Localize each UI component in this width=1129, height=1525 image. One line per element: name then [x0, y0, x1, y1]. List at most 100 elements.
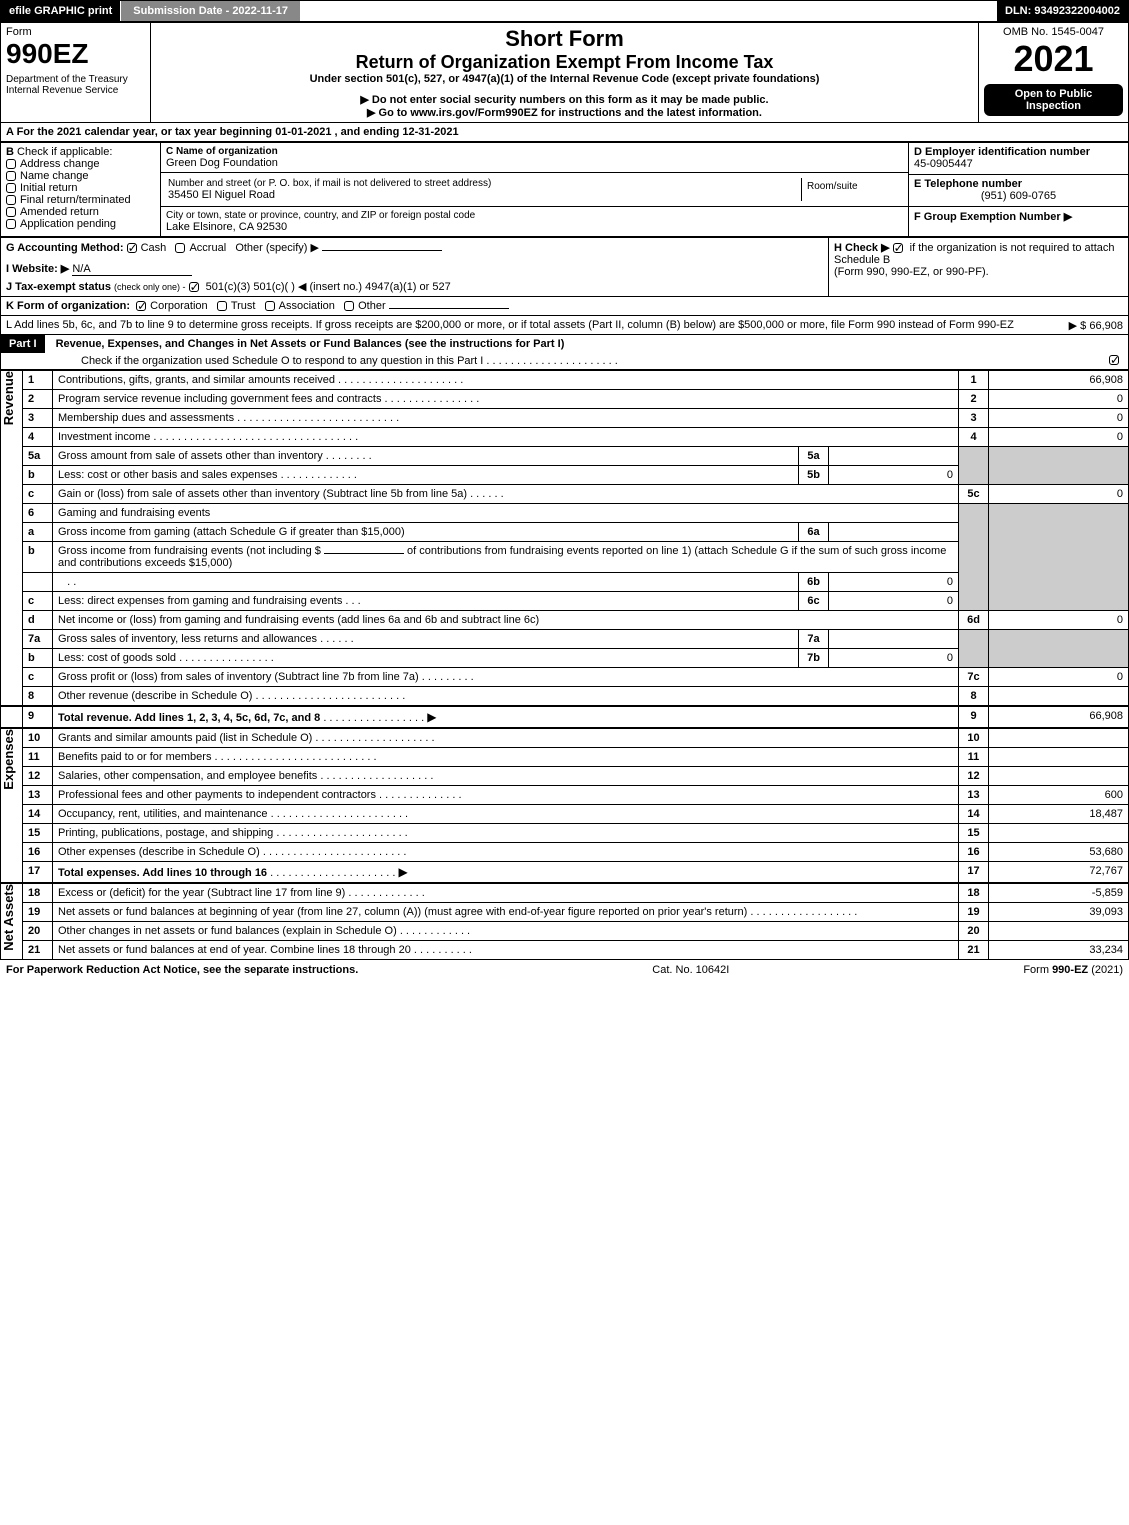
line-17-amt: 72,767 [989, 862, 1129, 884]
chk-application-pending[interactable]: Application pending [6, 218, 155, 230]
line-6c-sub: 6c [799, 592, 829, 611]
line-6c-subamt: 0 [829, 592, 959, 611]
city-label: City or town, state or province, country… [166, 210, 903, 221]
submission-date: Submission Date - 2022-11-17 [120, 1, 300, 21]
footer: For Paperwork Reduction Act Notice, see … [0, 960, 1129, 980]
part1-title: Revenue, Expenses, and Changes in Net As… [48, 338, 565, 350]
line-20-no: 20 [959, 922, 989, 941]
ein-value: 45-0905447 [914, 158, 1123, 170]
title-short-form: Short Form [156, 26, 973, 52]
chk-address-change[interactable]: Address change [6, 158, 155, 170]
line-6d-amt: 0 [989, 611, 1129, 630]
line-12-no: 12 [959, 767, 989, 786]
chk-other-org[interactable] [344, 301, 354, 311]
header-table: Form 990EZ Department of the Treasury In… [0, 22, 1129, 123]
line-11-desc: Benefits paid to or for members . . . . … [53, 748, 959, 767]
line-1-no: 1 [959, 371, 989, 390]
section-j-opts: 501(c)(3) 501(c)( ) ◀ (insert no.) 4947(… [206, 281, 451, 293]
line-16-desc: Other expenses (describe in Schedule O) … [53, 843, 959, 862]
chk-501c3[interactable] [189, 282, 199, 292]
section-h-label: H Check ▶ [834, 242, 890, 254]
dln-label: DLN: 93492322004002 [997, 1, 1128, 21]
topbar-spacer [300, 1, 997, 21]
section-k: K Form of organization: Corporation Trus… [0, 297, 1129, 316]
line-5b-desc: Less: cost or other basis and sales expe… [53, 466, 799, 485]
line-2-desc: Program service revenue including govern… [53, 390, 959, 409]
line-7a-desc: Gross sales of inventory, less returns a… [53, 630, 799, 649]
irs-label: Internal Revenue Service [6, 85, 145, 96]
line-21-desc: Net assets or fund balances at end of ye… [53, 941, 959, 960]
chk-accrual[interactable] [175, 243, 185, 253]
website-value: N/A [72, 263, 192, 276]
line-15-no: 15 [959, 824, 989, 843]
line-1-amt: 66,908 [989, 371, 1129, 390]
section-h-text2: (Form 990, 990-EZ, or 990-PF). [834, 266, 1123, 278]
line-6b-subamt: 0 [829, 573, 959, 592]
footer-right: Form 990-EZ (2021) [1023, 964, 1123, 976]
line-7b-desc: Less: cost of goods sold . . . . . . . .… [53, 649, 799, 668]
line-6a-desc: Gross income from gaming (attach Schedul… [53, 523, 799, 542]
line-5c-desc: Gain or (loss) from sale of assets other… [53, 485, 959, 504]
org-name: Green Dog Foundation [166, 157, 903, 169]
phone-value: (951) 609-0765 [914, 190, 1123, 202]
cash-label: Cash [141, 242, 167, 254]
line-21-amt: 33,234 [989, 941, 1129, 960]
line-17-no: 17 [959, 862, 989, 884]
chk-final-return[interactable]: Final return/terminated [6, 194, 155, 206]
line-18-amt: -5,859 [989, 883, 1129, 903]
line-13-amt: 600 [989, 786, 1129, 805]
sections-bcdef: B Check if applicable: Address change Na… [0, 142, 1129, 237]
line-7b-sub: 7b [799, 649, 829, 668]
line-8-no: 8 [959, 687, 989, 707]
line-6a-sub: 6a [799, 523, 829, 542]
line-10-no: 10 [959, 728, 989, 748]
line-11-no: 11 [959, 748, 989, 767]
chk-amended-return[interactable]: Amended return [6, 206, 155, 218]
line-16-no: 16 [959, 843, 989, 862]
line-13-no: 13 [959, 786, 989, 805]
line-5a-subamt [829, 447, 959, 466]
line-11-amt [989, 748, 1129, 767]
line-6-desc: Gaming and fundraising events [53, 504, 959, 523]
part1-dots: . . . . . . . . . . . . . . . . . . . . … [486, 355, 617, 367]
line-7a-subamt [829, 630, 959, 649]
line-6a-subamt [829, 523, 959, 542]
line-21-no: 21 [959, 941, 989, 960]
line-20-desc: Other changes in net assets or fund bala… [53, 922, 959, 941]
line-7b-subamt: 0 [829, 649, 959, 668]
section-i-label: I Website: ▶ [6, 263, 69, 275]
part1-header-row: Part I Revenue, Expenses, and Changes in… [0, 335, 1129, 370]
line-8-desc: Other revenue (describe in Schedule O) .… [53, 687, 959, 707]
chk-trust[interactable] [217, 301, 227, 311]
line-17-desc: Total expenses. Add lines 10 through 16 … [53, 862, 959, 884]
line-19-no: 19 [959, 903, 989, 922]
line-6d-no: 6d [959, 611, 989, 630]
line-10-amt [989, 728, 1129, 748]
title-return: Return of Organization Exempt From Incom… [156, 52, 973, 73]
line-10-desc: Grants and similar amounts paid (list in… [53, 728, 959, 748]
line-5c-no: 5c [959, 485, 989, 504]
chk-association[interactable] [265, 301, 275, 311]
line-5b-subamt: 0 [829, 466, 959, 485]
other-label: Other (specify) ▶ [235, 242, 319, 254]
line-15-desc: Printing, publications, postage, and shi… [53, 824, 959, 843]
chk-schedule-o[interactable] [1109, 355, 1119, 365]
chk-schedule-b[interactable] [893, 243, 903, 253]
section-l: L Add lines 5b, 6c, and 7b to line 9 to … [0, 316, 1129, 335]
form-label: Form [6, 26, 145, 38]
line-18-no: 18 [959, 883, 989, 903]
room-suite-label: Room/suite [801, 178, 901, 201]
line-14-no: 14 [959, 805, 989, 824]
line-6d-desc: Net income or (loss) from gaming and fun… [53, 611, 959, 630]
line-2-no: 2 [959, 390, 989, 409]
form-number: 990EZ [6, 38, 145, 70]
chk-initial-return[interactable]: Initial return [6, 182, 155, 194]
section-b-label: B Check if applicable: [6, 146, 155, 158]
revenue-sidebar: Revenue [1, 371, 16, 425]
chk-corporation[interactable] [136, 301, 146, 311]
line-4-desc: Investment income . . . . . . . . . . . … [53, 428, 959, 447]
note-goto: ▶ Go to www.irs.gov/Form990EZ for instru… [156, 106, 973, 119]
chk-cash[interactable] [127, 243, 137, 253]
line-1-num: 1 [23, 371, 53, 390]
chk-name-change[interactable]: Name change [6, 170, 155, 182]
